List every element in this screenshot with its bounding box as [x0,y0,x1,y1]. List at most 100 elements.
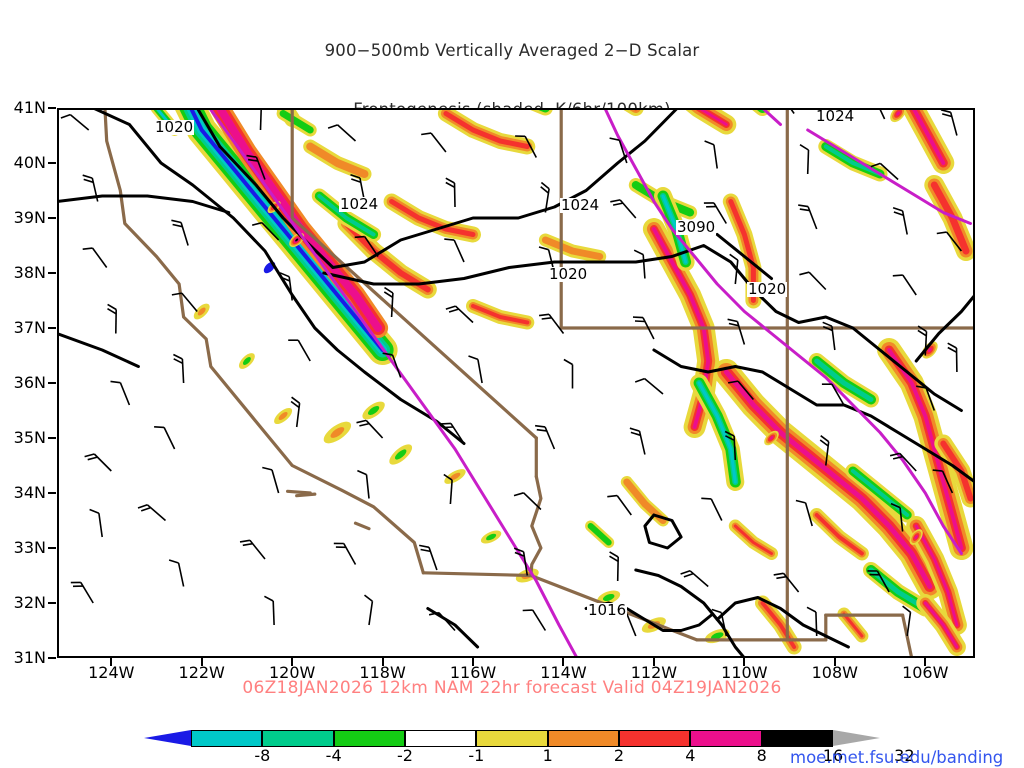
frontogenesis-band [266,264,273,271]
wind-barb [421,132,447,153]
wind-barb [932,469,954,494]
longitude-tick [291,658,294,666]
frontogenesis-band [814,513,864,556]
frontogenesis-band [395,449,407,460]
frontogenesis-band [471,304,530,325]
mslp-contour [195,108,680,269]
wind-barb [333,542,357,565]
wind-barb [795,499,813,527]
map-canvas[interactable]: 1020 1024 1024 1020 1020 1024 1016 3090 [57,108,975,658]
longitude-label: 122W [178,663,225,682]
longitude-tick [562,658,565,666]
longitude-label: 106W [902,663,949,682]
colorbar-segment[interactable] [619,730,691,747]
colorbar-low-arrow [144,730,191,746]
frontogenesis-band [769,436,774,440]
wind-barb [110,380,131,406]
wind-barb [356,419,384,439]
colorbar-high-arrow [833,730,880,746]
state-border [901,613,914,658]
wind-barb [171,292,198,313]
frontogenesis-band [279,110,314,134]
wind-barb [383,286,394,318]
colorbar[interactable] [144,730,880,747]
longitude-label: 116W [449,663,497,682]
wind-barb [443,473,453,505]
latitude-label: 34N [13,483,46,502]
wind-barb [878,108,886,120]
colorbar-segment[interactable] [476,730,548,747]
mslp-contour [914,293,975,363]
wind-barb [701,497,723,521]
longitude-tick [924,658,927,666]
frontogenesis-band [887,348,964,550]
colorbar-segment[interactable] [761,730,833,747]
wind-barb [252,221,280,241]
wind-barb [107,303,117,334]
wind-barb [822,321,836,351]
frontogenesis-band [930,181,970,255]
colorbar-tick-label: 16 [822,746,844,765]
wind-barb [634,377,664,395]
wind-barb [246,154,266,180]
wind-barb [633,249,646,279]
wind-barb [936,231,963,252]
colorbar-tick-label: -2 [397,746,413,765]
mslp-contour-label: 1024 [339,195,380,213]
latitude-label: 39N [13,208,46,227]
mslp-contour [715,233,773,280]
wind-barb [867,570,890,593]
frontogenesis-band [733,524,773,555]
colorbar-segment[interactable] [405,730,477,747]
height-700mb-contour [603,108,963,555]
colorbar-segment[interactable] [690,730,762,747]
colorbar-segment[interactable] [191,730,263,747]
frontogenesis-band [217,108,381,330]
wind-barb [357,469,370,499]
wind-barb [799,144,810,175]
longitude-tick [652,658,655,666]
latitude-label: 40N [13,153,46,172]
frontogenesis-band [927,347,932,353]
colorbar-segment[interactable] [547,730,619,747]
wind-barb [538,313,565,334]
wind-barb [515,135,538,158]
wind-barb [727,318,746,345]
frontogenesis-band [823,144,882,176]
frontogenesis-shading-layer [150,108,975,656]
colorbar-tick-label: 8 [756,746,767,765]
wind-barb [890,502,904,532]
height-700mb-contour [760,108,782,126]
watermark-link[interactable]: moe.met.fsu.edu/banding [790,748,1004,767]
wind-barb [870,162,899,181]
wind-barb [727,380,755,401]
colorbar-tick-label: 1 [542,746,553,765]
wind-barb [60,113,90,131]
frontogenesis-band [306,142,369,178]
colorbar-tick-label: 32 [894,746,915,765]
wind-barb [440,422,465,444]
mslp-contour [652,348,975,484]
latitude-tick [48,107,56,109]
frontogenesis-band [541,236,604,260]
wind-barb [82,247,108,268]
mslp-contour-layer [57,108,975,658]
height-contour-label: 3090 [676,218,717,236]
mslp-contour-label: 1024 [560,196,601,214]
state-border-layer [103,108,975,658]
colorbar-tick-label: 4 [685,746,696,765]
wind-barb [773,572,800,593]
frontogenesis-band [330,427,345,438]
longitude-label: 108W [811,663,858,682]
wind-barb [84,453,112,472]
wind-barb [902,605,912,637]
frontogenesis-band [711,632,724,640]
wind-barb [629,427,646,455]
wind-barb [821,383,845,406]
colorbar-segment[interactable] [262,730,334,747]
wind-barb [892,206,908,235]
wind-barb [609,551,619,582]
colorbar-segment[interactable] [333,730,405,747]
map-plot-area[interactable]: 1020 1024 1024 1020 1020 1024 1016 3090 [57,108,975,658]
